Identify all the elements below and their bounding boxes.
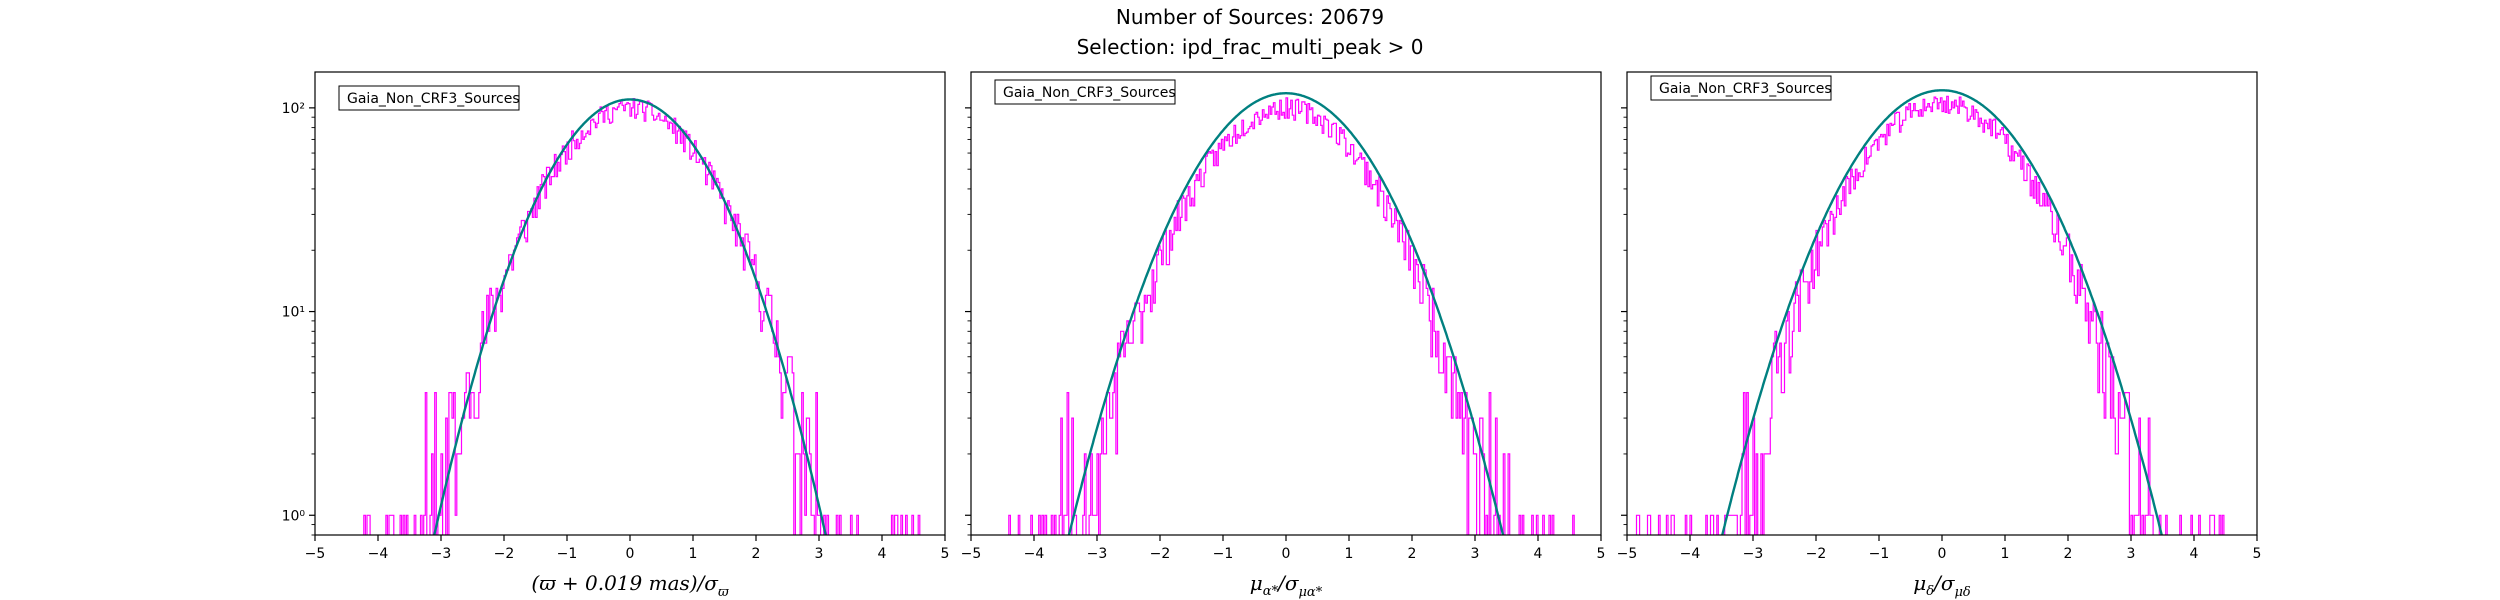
x-tick-label: 1 [689, 546, 698, 562]
x-tick-label: 2 [2064, 546, 2073, 562]
histogram-series [1635, 95, 2225, 535]
figure-title-line2: Selection: ipd_frac_multi_peak > 0 [1077, 35, 1424, 59]
x-tick-label: 5 [941, 546, 950, 562]
panel-3-data [1635, 89, 2225, 535]
x-tick-label: 0 [626, 546, 635, 562]
x-tick-label: −2 [1806, 546, 1827, 562]
x-tick-label: −3 [431, 546, 452, 562]
x-tick-label: 4 [1534, 546, 1543, 562]
x-axis-label: μα*/σμα* [1250, 571, 1323, 600]
x-tick-label: −3 [1743, 546, 1764, 562]
x-tick-label: 0 [1282, 546, 1291, 562]
panel-1: −5 −4 −3 −2 −1 0 1 2 3 4 5 10⁰ 10¹ 10² Gaia_Non_CRF3_S… [282, 71, 950, 600]
axes-frame [1626, 71, 2258, 536]
x-tick-label: 2 [1408, 546, 1417, 562]
legend-box [338, 85, 520, 111]
x-tick-label: −5 [305, 546, 326, 562]
figure-title-line1: Number of Sources: 20679 [1116, 5, 1384, 29]
x-tick-label: 1 [1345, 546, 1354, 562]
axes-frame [970, 71, 1602, 536]
x-axis-label: (ϖ + 0.019 mas)/σϖ [531, 571, 729, 600]
panel-2: −5 −4 −3 −2 −1 0 1 2 3 4 5 Gaia_Non_CRF3_Sources μα*… [961, 71, 1606, 600]
x-tick-label: 1 [2001, 546, 2010, 562]
x-tick-label: −4 [368, 546, 389, 562]
x-tick-label: −2 [1150, 546, 1171, 562]
x-tick-label: −3 [1087, 546, 1108, 562]
x-tick-label: 5 [2253, 546, 2262, 562]
panel-2-data [1008, 92, 1575, 535]
y-tick-label: 10² [282, 101, 305, 117]
x-tick-label: 4 [878, 546, 887, 562]
gaussian-fit-curve [1721, 89, 2163, 535]
x-tick-label: 3 [1471, 546, 1480, 562]
x-tick-label: 3 [815, 546, 824, 562]
histogram-series [363, 98, 921, 535]
panel-3: −5 −4 −3 −2 −1 0 1 2 3 4 5 Gaia_Non_CRF3_Sources μδ/… [1617, 71, 2262, 600]
x-axis-label: μδ/σμδ [1913, 571, 1971, 600]
legend-label: Gaia_Non_CRF3_Sources [1659, 81, 1832, 97]
histogram-series [1008, 97, 1575, 535]
legend-label: Gaia_Non_CRF3_Sources [1003, 85, 1176, 101]
axes-frame [314, 71, 946, 536]
x-tick-label: −4 [1680, 546, 1701, 562]
x-tick-label: −5 [961, 546, 982, 562]
y-tick-label: 10¹ [282, 305, 305, 321]
x-tick-label: 3 [2127, 546, 2136, 562]
gaussian-fit-curve [433, 98, 827, 535]
panels: −5 −4 −3 −2 −1 0 1 2 3 4 5 10⁰ 10¹ 10² Gaia_Non_CRF3_S… [282, 71, 2262, 600]
legend-label: Gaia_Non_CRF3_Sources [347, 91, 520, 107]
gaussian-fit-curve [1067, 92, 1505, 535]
x-tick-label: −5 [1617, 546, 1638, 562]
x-tick-label: 4 [2190, 546, 2199, 562]
x-tick-label: 5 [1597, 546, 1606, 562]
panel-1-data [363, 98, 921, 535]
legend-box [1650, 75, 1832, 101]
x-tick-label: −1 [557, 546, 578, 562]
legend-box [994, 79, 1176, 105]
x-tick-label: −2 [494, 546, 515, 562]
x-tick-label: 0 [1938, 546, 1947, 562]
x-tick-label: −1 [1213, 546, 1234, 562]
x-tick-label: 2 [752, 546, 761, 562]
x-tick-label: −4 [1024, 546, 1045, 562]
x-tick-label: −1 [1869, 546, 1890, 562]
y-tick-label: 10⁰ [282, 508, 306, 524]
